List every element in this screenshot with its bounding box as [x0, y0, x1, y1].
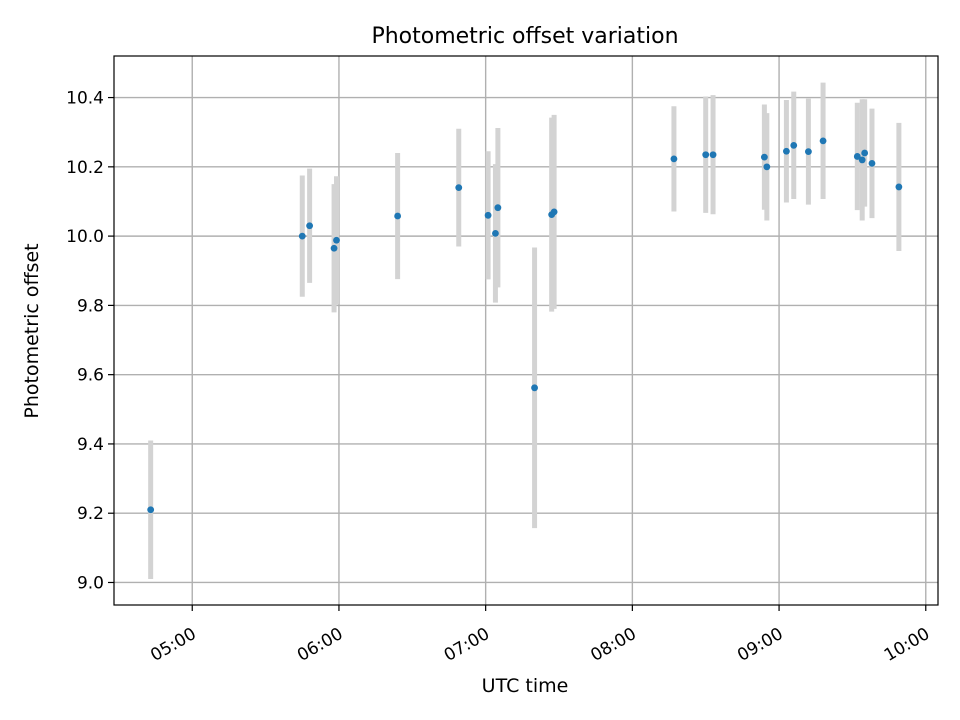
data-point: [394, 212, 402, 220]
y-axis-label: Photometric offset: [21, 243, 43, 418]
y-tick-label: 10.0: [66, 227, 104, 247]
data-point: [484, 211, 492, 219]
y-tick-label: 9.6: [77, 366, 104, 386]
data-point: [763, 163, 771, 171]
y-tick-label: 9.8: [77, 296, 104, 316]
data-point: [670, 155, 678, 163]
data-point: [492, 229, 499, 237]
y-tick-label: 10.2: [66, 158, 104, 178]
y-tick-label: 10.4: [66, 89, 104, 109]
y-tick-label: 9.2: [77, 504, 104, 524]
data-point: [858, 156, 866, 164]
data-point: [895, 183, 903, 191]
data-point: [868, 159, 876, 167]
data-point: [330, 244, 338, 252]
data-point: [298, 232, 306, 240]
plot-frame: [113, 55, 939, 606]
data-point: [455, 184, 463, 192]
data-point: [861, 149, 869, 157]
data-point: [853, 153, 861, 160]
data-point: [760, 153, 768, 161]
data-point: [333, 236, 340, 244]
y-tick-label: 9.4: [77, 435, 104, 455]
data-point: [550, 208, 558, 216]
y-tick-label: 9.0: [77, 573, 104, 593]
y-grid: [114, 96, 938, 584]
data-point: [709, 151, 717, 159]
data-point: [494, 204, 502, 212]
plot-area: [114, 56, 938, 605]
data-points: [147, 137, 903, 514]
data-point: [805, 148, 812, 155]
data-point: [531, 384, 538, 392]
data-point: [306, 222, 314, 230]
data-point: [783, 147, 790, 155]
data-point: [790, 141, 798, 149]
chart-title: Photometric offset variation: [371, 24, 678, 49]
data-point: [819, 137, 827, 145]
data-point: [147, 506, 155, 514]
x-axis-label: UTC time: [482, 675, 569, 697]
y-axis-ticks: 9.0 9.2 9.4 9.6 9.8 10.0 10.2 10.4: [66, 89, 114, 593]
data-point: [702, 151, 710, 159]
